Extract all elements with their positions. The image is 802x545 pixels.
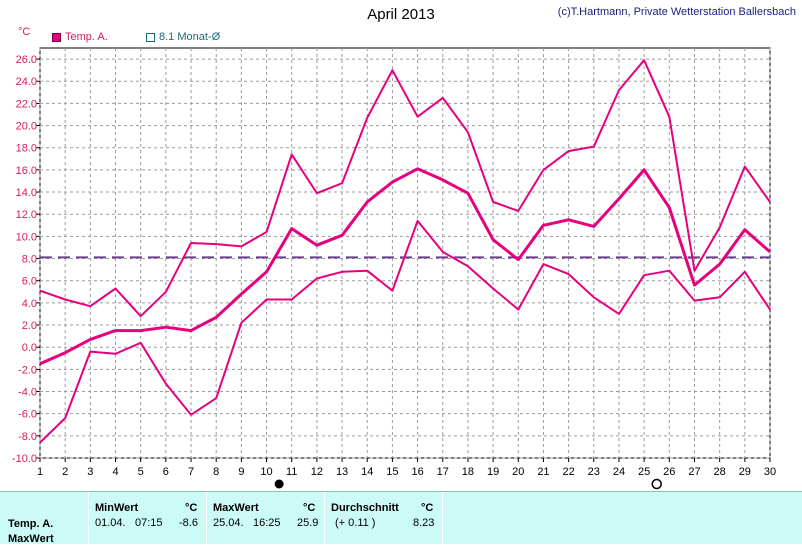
average-value-cell: Durchschnitt °C (+ 0.11 ) 8.23 (324, 492, 443, 544)
x-tick-label: 14 (361, 466, 373, 478)
y-tick-label: 22.0 (16, 98, 37, 110)
series-line-min (39, 219, 771, 444)
legend-item-monthly-average[interactable]: 8.1 Monat-Ø (146, 31, 220, 43)
y-axis-unit: °C (18, 26, 31, 38)
y-tick-label: 26.0 (16, 54, 37, 66)
x-tick-label: 26 (663, 466, 675, 478)
max-value-cell: MaxWert °C 25.04. 16:25 25.9 (206, 492, 325, 544)
max-header: MaxWert (213, 502, 259, 514)
min-time: 07:15 (135, 517, 163, 529)
x-tick-label: 25 (638, 466, 650, 478)
x-tick-label: 9 (238, 466, 244, 478)
x-tick-label: 30 (764, 466, 776, 478)
x-tick-label: 16 (411, 466, 423, 478)
temperature-chart: -10.0 -8.0 -6.0 -4.0 -2.0 0.0 2.0 4.0 6.0 8.0 10.0… (12, 47, 776, 490)
min-date: 01.04. (95, 517, 126, 529)
y-tick-label: 18.0 (16, 143, 37, 155)
full-moon-icon (651, 478, 662, 490)
x-tick-label: 6 (163, 466, 169, 478)
x-tick-label: 24 (613, 466, 625, 478)
x-tick-label: 18 (462, 466, 474, 478)
statistics-panel: Temp. A. MaxWert MinWert °C 01.04. 07:15… (0, 491, 802, 545)
max-value: 25.9 (297, 517, 319, 529)
max-unit: °C (303, 502, 316, 514)
series-line-max (39, 59, 771, 318)
x-tick-label: 2 (62, 466, 68, 478)
y-tick-label: 12.0 (16, 209, 37, 221)
x-tick-label: 19 (487, 466, 499, 478)
max-date: 25.04. (213, 517, 244, 529)
average-header: Durchschnitt (331, 502, 399, 514)
new-moon-icon (274, 479, 284, 489)
legend-item-temp[interactable]: Temp. A. (52, 31, 108, 43)
min-value: -8.6 (179, 517, 198, 529)
average-value: 8.23 (413, 517, 435, 529)
min-unit: °C (185, 502, 198, 514)
x-tick-label: 4 (112, 466, 118, 478)
x-tick-label: 21 (537, 466, 549, 478)
x-tick-label: 11 (286, 466, 297, 478)
x-tick-label: 17 (437, 466, 449, 478)
y-tick-label: 6.0 (22, 276, 37, 288)
x-tick-label: 15 (386, 466, 398, 478)
x-tick-label: 1 (37, 466, 43, 478)
y-tick-label: -6.0 (18, 409, 37, 421)
x-tick-label: 27 (688, 466, 700, 478)
y-tick-label: -8.0 (18, 431, 37, 443)
x-tick-label: 12 (311, 466, 323, 478)
legend-label-temp: Temp. A. (65, 31, 108, 43)
x-tick-label: 8 (213, 466, 219, 478)
x-tick-label: 23 (588, 466, 600, 478)
y-tick-label: 16.0 (16, 165, 37, 177)
y-tick-label: -2.0 (18, 364, 37, 376)
copyright-notice: (c)T.Hartmann, Private Wetterstation Bal… (557, 6, 796, 18)
y-tick-label: -4.0 (18, 387, 37, 399)
min-value-cell: MinWert °C 01.04. 07:15 -8.6 (88, 492, 207, 544)
y-tick-label: 4.0 (22, 298, 37, 310)
y-tick-label: -10.0 (12, 453, 37, 465)
legend-label-average: 8.1 Monat-Ø (159, 31, 221, 43)
legend-swatch-open-icon (146, 32, 155, 42)
x-tick-label: 7 (188, 466, 194, 478)
stats-row-label: Temp. A. (8, 518, 54, 530)
average-unit: °C (421, 502, 434, 514)
x-tick-label: 29 (739, 466, 751, 478)
min-header: MinWert (95, 502, 139, 514)
x-tick-label: 20 (512, 466, 524, 478)
y-tick-label: 8.0 (22, 254, 37, 266)
stats-divider (442, 492, 444, 544)
y-tick-label: 20.0 (16, 121, 37, 133)
y-tick-label: 14.0 (16, 187, 37, 199)
x-tick-label: 3 (87, 466, 93, 478)
y-tick-label: 10.0 (16, 231, 37, 243)
y-tick-label: 0.0 (22, 342, 37, 354)
x-tick-label: 10 (260, 466, 272, 478)
x-tick-label: 22 (562, 466, 574, 478)
series-line-mean (39, 167, 771, 366)
stats-row-label-secondary: MaxWert (8, 533, 54, 545)
y-tick-label: 24.0 (16, 76, 37, 88)
x-tick-label: 28 (714, 466, 726, 478)
max-time: 16:25 (253, 517, 281, 529)
average-delta: (+ 0.11 ) (335, 517, 376, 529)
legend-swatch-filled-icon (52, 32, 61, 42)
x-tick-label: 13 (336, 466, 348, 478)
y-tick-label: 2.0 (22, 320, 37, 332)
chart-title: April 2013 (367, 6, 435, 23)
x-tick-label: 5 (138, 466, 144, 478)
